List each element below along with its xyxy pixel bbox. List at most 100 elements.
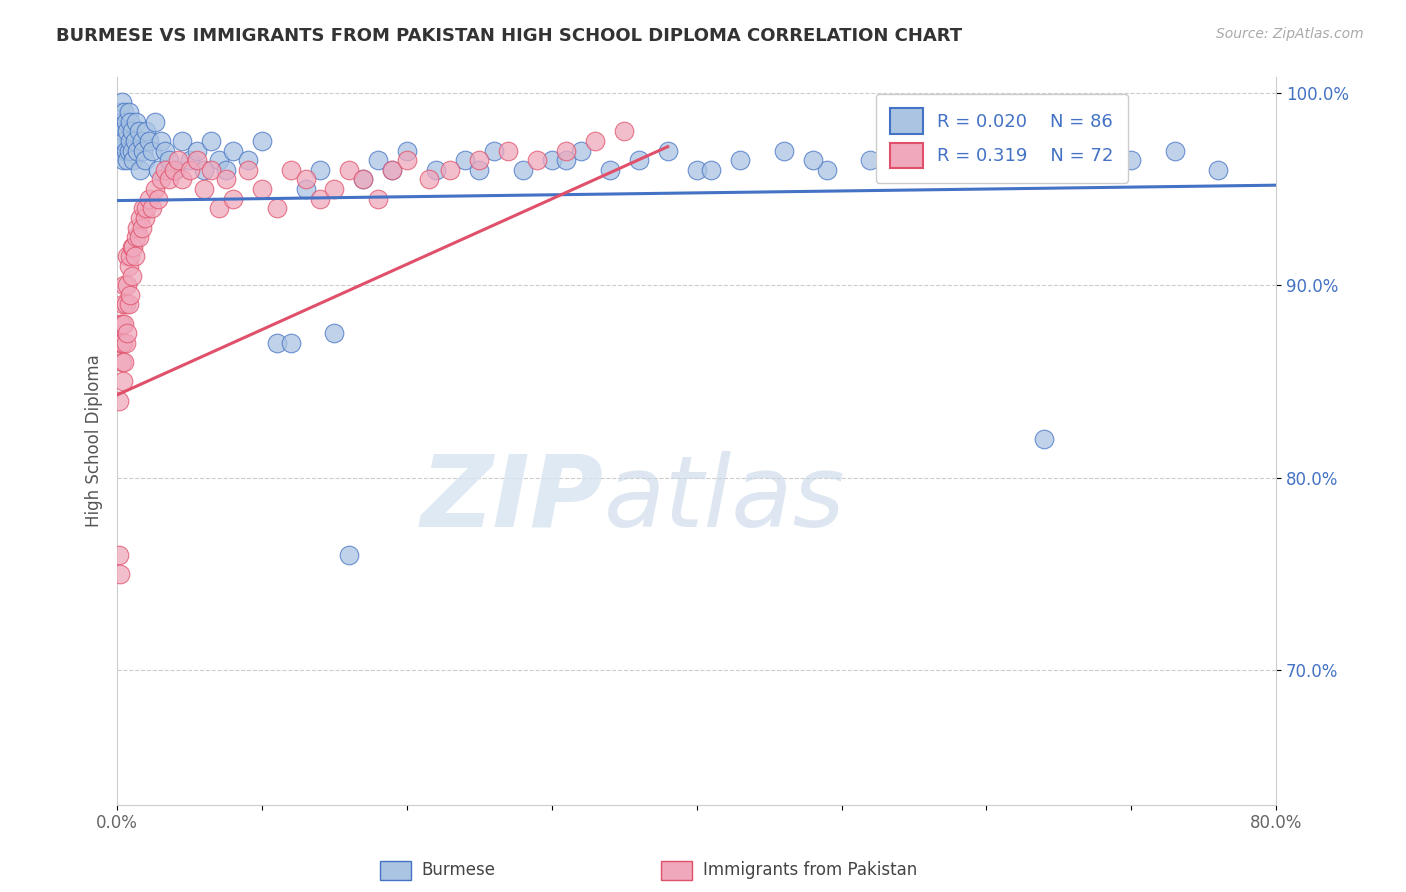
Legend: R = 0.020    N = 86, R = 0.319    N = 72: R = 0.020 N = 86, R = 0.319 N = 72 — [876, 94, 1128, 183]
Point — [266, 335, 288, 350]
Point — [117, 249, 139, 263]
Point — [222, 144, 245, 158]
Point — [107, 548, 129, 562]
Point — [120, 288, 142, 302]
Point — [309, 162, 332, 177]
Point — [157, 172, 180, 186]
Point — [165, 162, 187, 177]
Point — [186, 144, 208, 158]
Point — [772, 144, 794, 158]
Point — [280, 162, 302, 177]
Point — [179, 162, 201, 177]
Point — [114, 355, 136, 369]
Point — [207, 201, 229, 215]
Point — [215, 162, 238, 177]
Point — [1077, 162, 1099, 177]
Point — [186, 153, 208, 168]
Point — [337, 548, 360, 562]
Point — [157, 153, 180, 168]
Point — [127, 144, 149, 158]
Point — [946, 162, 969, 177]
Point — [454, 153, 477, 168]
Point — [143, 114, 166, 128]
Point — [127, 220, 149, 235]
Point — [468, 162, 491, 177]
Point — [439, 162, 461, 177]
Point — [138, 134, 160, 148]
Point — [903, 144, 925, 158]
Point — [1121, 153, 1143, 168]
Point — [236, 162, 259, 177]
Point — [117, 278, 139, 293]
Point — [128, 124, 150, 138]
Point — [124, 134, 146, 148]
Point — [815, 162, 838, 177]
Point — [512, 162, 534, 177]
Point — [555, 144, 578, 158]
Point — [801, 153, 824, 168]
Point — [200, 134, 222, 148]
Point — [172, 134, 194, 148]
Point — [115, 335, 138, 350]
Point — [120, 134, 142, 148]
Point — [222, 192, 245, 206]
Point — [153, 144, 176, 158]
Point — [294, 172, 316, 186]
Point — [129, 211, 152, 225]
Point — [141, 201, 163, 215]
Point — [728, 153, 751, 168]
Point — [135, 201, 157, 215]
Point — [115, 144, 138, 158]
Point — [110, 134, 132, 148]
Y-axis label: High School Diploma: High School Diploma — [86, 355, 103, 527]
Point — [118, 259, 141, 273]
Point — [200, 162, 222, 177]
Point — [613, 124, 636, 138]
Point — [132, 201, 155, 215]
Point — [132, 144, 155, 158]
Point — [121, 124, 143, 138]
Point — [280, 335, 302, 350]
Point — [193, 182, 215, 196]
Point — [134, 211, 156, 225]
Point — [599, 162, 621, 177]
Point — [146, 192, 169, 206]
Point — [108, 144, 131, 158]
Point — [309, 192, 332, 206]
Point — [700, 162, 723, 177]
Point — [381, 162, 404, 177]
Point — [1018, 153, 1040, 168]
Point — [685, 162, 707, 177]
Point — [120, 249, 142, 263]
Point — [555, 153, 578, 168]
Point — [108, 317, 131, 331]
Point — [122, 240, 145, 254]
Point — [118, 297, 141, 311]
Point — [110, 335, 132, 350]
Point — [569, 144, 592, 158]
Point — [135, 124, 157, 138]
Point — [1033, 432, 1056, 446]
Point — [121, 240, 143, 254]
Point — [125, 114, 148, 128]
Point — [482, 144, 505, 158]
Point — [115, 297, 138, 311]
Point — [110, 317, 132, 331]
Point — [395, 153, 418, 168]
Point — [498, 144, 520, 158]
Point — [117, 124, 139, 138]
Point — [107, 124, 129, 138]
Point — [367, 192, 389, 206]
Point — [215, 172, 238, 186]
Point — [163, 162, 186, 177]
Text: atlas: atlas — [605, 450, 845, 548]
Point — [110, 95, 132, 110]
Text: BURMESE VS IMMIGRANTS FROM PAKISTAN HIGH SCHOOL DIPLOMA CORRELATION CHART: BURMESE VS IMMIGRANTS FROM PAKISTAN HIGH… — [56, 27, 962, 45]
Point — [111, 124, 134, 138]
Point — [418, 172, 440, 186]
Point — [1206, 162, 1229, 177]
Point — [583, 134, 606, 148]
Point — [121, 268, 143, 283]
Point — [323, 182, 346, 196]
Point — [1163, 144, 1185, 158]
